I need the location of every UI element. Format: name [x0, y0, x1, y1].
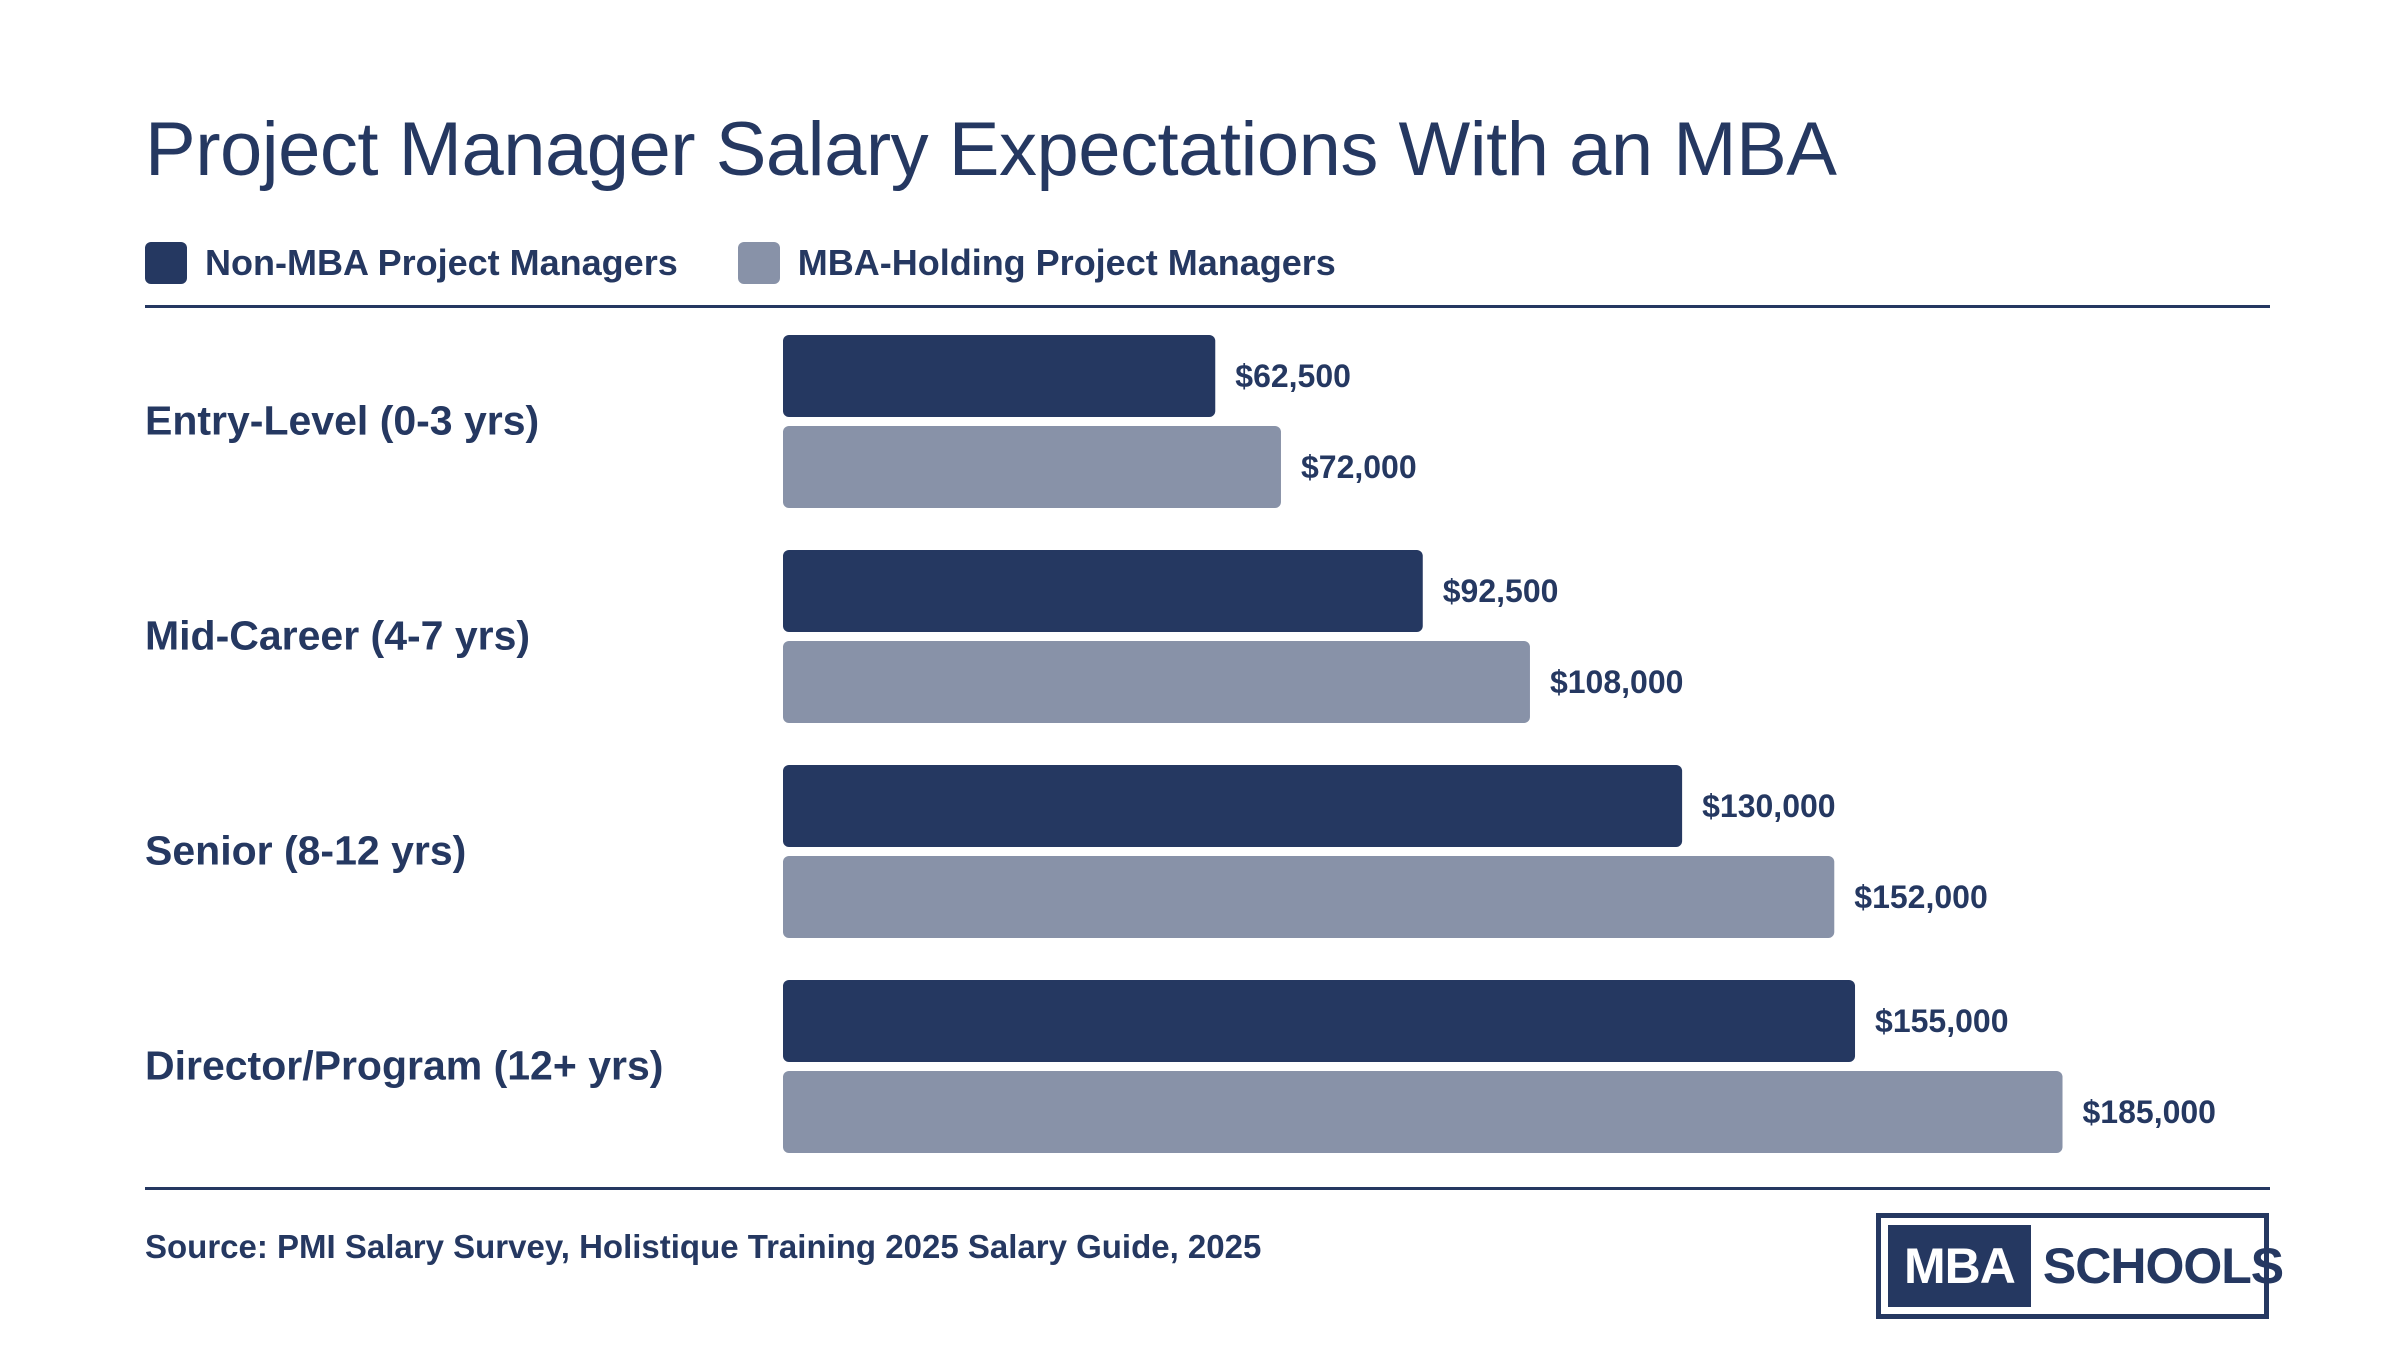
value-label-non-mba-project-managers-senior-8-12-yrs: $130,000 [1702, 788, 1835, 824]
mba-schools-logo: MBA SCHOOLS [1876, 1213, 2284, 1319]
legend-label-non-mba: Non-MBA Project Managers [205, 242, 678, 283]
category-label-senior-8-12-yrs: Senior (8-12 yrs) [145, 828, 466, 874]
value-label-mba-holding-project-managers-entry-level-0-3-yrs: $72,000 [1301, 449, 1417, 485]
bar-mba-holding-project-managers-senior-8-12-yrs [783, 856, 1835, 938]
value-label-non-mba-project-managers-mid-career-4-7-yrs: $92,500 [1443, 573, 1559, 609]
value-label-mba-holding-project-managers-director-program-12-yrs: $185,000 [2083, 1094, 2216, 1130]
legend: Non-MBA Project Managers MBA-Holding Pro… [145, 242, 1396, 284]
value-label-non-mba-project-managers-director-program-12-yrs: $155,000 [1875, 1003, 2008, 1039]
legend-swatch-non-mba [145, 242, 187, 284]
value-label-mba-holding-project-managers-senior-8-12-yrs: $152,000 [1854, 879, 1987, 915]
legend-item-non-mba: Non-MBA Project Managers [145, 242, 678, 284]
top-divider [145, 305, 2270, 308]
value-label-mba-holding-project-managers-mid-career-4-7-yrs: $108,000 [1550, 664, 1683, 700]
legend-label-mba: MBA-Holding Project Managers [797, 242, 1336, 283]
logo-schools-text: SCHOOLS [2042, 1238, 2284, 1294]
logo-mba-text: MBA [1888, 1225, 2031, 1307]
bar-mba-holding-project-managers-director-program-12-yrs [783, 1071, 2063, 1153]
bar-mba-holding-project-managers-entry-level-0-3-yrs [783, 426, 1281, 508]
source-note: Source: PMI Salary Survey, Holistique Tr… [145, 1228, 1262, 1265]
bar-non-mba-project-managers-mid-career-4-7-yrs [783, 550, 1423, 632]
category-label-entry-level-0-3-yrs: Entry-Level (0-3 yrs) [145, 398, 539, 444]
bar-mba-holding-project-managers-mid-career-4-7-yrs [783, 641, 1530, 723]
bar-non-mba-project-managers-director-program-12-yrs [783, 980, 1856, 1062]
value-label-non-mba-project-managers-entry-level-0-3-yrs: $62,500 [1235, 358, 1351, 394]
bottom-divider [145, 1187, 2270, 1190]
chart-title: Project Manager Salary Expectations With… [145, 107, 1837, 192]
legend-swatch-mba [737, 242, 780, 284]
legend-item-mba: MBA-Holding Project Managers [737, 242, 1336, 284]
bar-non-mba-project-managers-entry-level-0-3-yrs [783, 335, 1216, 417]
bar-non-mba-project-managers-senior-8-12-yrs [783, 765, 1683, 847]
category-label-mid-career-4-7-yrs: Mid-Career (4-7 yrs) [145, 613, 530, 659]
bar-chart: Entry-Level (0-3 yrs) $62,500 $72,000 Mid-C… [145, 335, 2216, 1153]
category-label-director-program-12-yrs: Director/Program (12+ yrs) [145, 1043, 663, 1089]
